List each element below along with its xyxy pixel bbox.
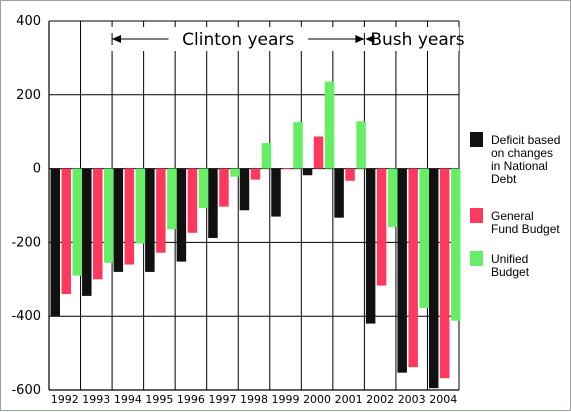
legend-entry-2-line-1: General [491, 209, 534, 223]
bar-1994-series-3 [135, 168, 146, 244]
bar-2004-series-2 [439, 168, 450, 379]
bar-2002-series-1 [365, 168, 376, 324]
bar-2001-series-1 [334, 168, 344, 218]
bar-2000-series-1 [302, 168, 313, 176]
bar-1995-series-1 [145, 168, 155, 272]
bar-2004-series-1 [428, 168, 439, 389]
bar-1999-series-1 [271, 168, 281, 217]
legend-entry-1-line-1: Deficit based [491, 133, 560, 147]
x-tick-label-1993: 1993 [82, 393, 110, 406]
bar-1996-series-3 [198, 168, 209, 209]
bar-2000-series-3 [324, 81, 335, 169]
bar-1998-series-3 [261, 143, 272, 169]
y-tick-label--400: -400 [11, 309, 41, 324]
x-tick-labels: 1992 1993 1994 1995 1996 1997 1998 1999 2000 2001… [51, 393, 457, 406]
y-tick-label-200: 200 [16, 88, 41, 103]
clinton-arrow-right [355, 35, 365, 43]
legend-swatch-1 [470, 132, 483, 147]
bar-2001-series-3 [356, 121, 366, 169]
legend-entry-3-line-1: Unified [491, 252, 528, 266]
bar-1992-series-1 [50, 168, 60, 317]
axes [48, 21, 459, 391]
bush-arrow-left [365, 35, 375, 43]
bar-2003-series-2 [408, 168, 418, 368]
y-tick-labels: 400 200 0 -200 -400 -600 [11, 14, 41, 398]
era-annotations: Clinton years Bush years [110, 27, 465, 51]
bar-1994-series-1 [113, 168, 124, 272]
bar-1996-series-2 [187, 168, 198, 233]
bar-1997-series-3 [230, 168, 240, 177]
x-tick-label-2001: 2001 [335, 393, 363, 406]
bar-2001-series-2 [345, 168, 355, 181]
bar-2002-series-2 [376, 168, 387, 286]
legend-entry-1-line-4: Debt [491, 172, 517, 186]
clinton-arrow-left [112, 35, 122, 43]
legend-entry-1-line-3: in National [491, 159, 548, 173]
y-tick-label--600: -600 [11, 383, 41, 398]
bar-1993-series-2 [93, 168, 103, 280]
bar-1997-series-1 [208, 168, 218, 238]
bush-years-label: Bush years [370, 30, 464, 50]
x-tick-label-1997: 1997 [208, 393, 236, 406]
bar-1995-series-2 [156, 168, 166, 253]
x-tick-label-2000: 2000 [303, 393, 331, 406]
clinton-label-backdrop [168, 27, 308, 49]
bar-2003-series-3 [419, 168, 429, 309]
y-tick-label--200: -200 [11, 235, 41, 250]
legend-entry-2-line-2: Fund Budget [491, 222, 560, 236]
bar-2003-series-1 [397, 168, 407, 373]
bar-1995-series-3 [167, 168, 177, 230]
legend-swatch-3 [470, 251, 483, 266]
bar-1993-series-1 [82, 168, 92, 296]
bar-1998-series-2 [250, 168, 261, 180]
x-tick-label-1994: 1994 [114, 393, 142, 406]
legend-swatch-2 [470, 208, 483, 223]
bar-1992-series-2 [61, 168, 71, 295]
x-tick-label-2002: 2002 [366, 393, 394, 406]
y-tick-label-0: 0 [33, 162, 41, 177]
x-tick-label-2003: 2003 [398, 393, 426, 406]
x-tick-label-1992: 1992 [51, 393, 79, 406]
x-tick-label-1998: 1998 [240, 393, 268, 406]
bar-marks [50, 81, 461, 389]
x-tick-label-1999: 1999 [272, 393, 300, 406]
bar-1997-series-2 [219, 168, 229, 207]
x-tick-label-2004: 2004 [429, 393, 457, 406]
bar-1993-series-3 [104, 168, 114, 263]
clinton-years-label: Clinton years [182, 30, 294, 50]
legend-entry-1-line-2: on changes [491, 146, 553, 160]
bar-1994-series-2 [124, 168, 135, 265]
bar-1996-series-1 [176, 168, 187, 262]
y-tick-label-400: 400 [16, 14, 41, 29]
bar-1992-series-3 [72, 168, 82, 276]
x-tick-label-1995: 1995 [145, 393, 173, 406]
bar-1998-series-1 [239, 168, 250, 211]
bar-2000-series-2 [313, 136, 324, 169]
x-tick-label-1996: 1996 [177, 393, 205, 406]
bar-1999-series-3 [293, 122, 303, 169]
bar-2004-series-3 [450, 168, 461, 321]
legend-entry-3-line-2: Budget [491, 265, 530, 279]
bar-2002-series-3 [387, 168, 398, 227]
bar-1999-series-2 [282, 168, 292, 170]
